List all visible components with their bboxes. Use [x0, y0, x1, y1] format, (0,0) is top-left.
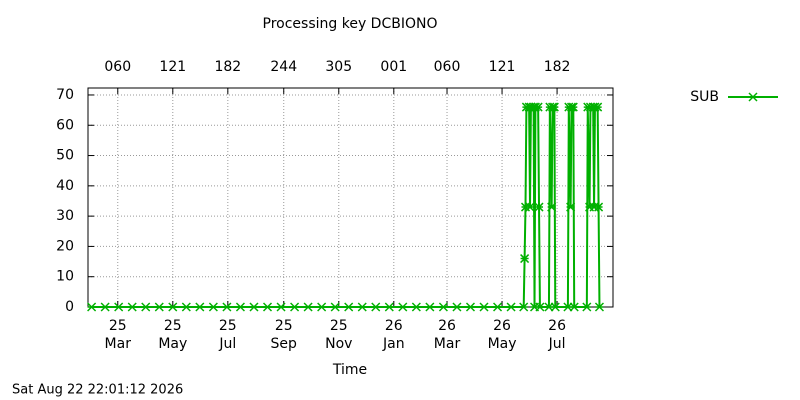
x-tick-label: 26 May — [488, 318, 517, 352]
marker — [549, 102, 559, 112]
marker — [525, 202, 535, 212]
legend-label: SUB — [690, 89, 719, 105]
marker — [100, 302, 110, 312]
marker — [425, 302, 435, 312]
marker — [479, 302, 489, 312]
marker — [344, 302, 354, 312]
marker — [208, 302, 218, 312]
x-tick-label: 25 May — [158, 318, 187, 352]
marker — [535, 302, 545, 312]
marker — [141, 302, 151, 312]
y-tick-label: 30 — [56, 208, 74, 224]
timestamp: Sat Aug 22 22:01:12 2026 — [12, 383, 183, 398]
marker — [87, 302, 97, 312]
x2-tick-label: 060 — [434, 59, 461, 75]
legend-marker — [748, 92, 758, 102]
marker — [168, 302, 178, 312]
marker — [276, 302, 286, 312]
x2-tick-label: 121 — [489, 59, 516, 75]
y-tick-label: 20 — [56, 238, 74, 254]
marker — [582, 302, 592, 312]
marker — [411, 302, 421, 312]
y-tick-label: 10 — [56, 269, 74, 285]
marker — [594, 202, 604, 212]
marker — [317, 302, 327, 312]
marker — [520, 254, 530, 264]
marker — [568, 102, 578, 112]
marker — [534, 202, 544, 212]
marker — [398, 302, 408, 312]
x-tick-label: 26 Mar — [434, 318, 461, 352]
x-axis-label: Time — [332, 362, 367, 378]
marker — [465, 302, 476, 312]
y-tick-label: 60 — [56, 117, 74, 133]
marker — [438, 302, 448, 312]
y-tick-label: 0 — [65, 299, 74, 315]
marker — [249, 302, 259, 312]
marker — [262, 302, 273, 312]
x-tick-label: 26 Jul — [548, 318, 566, 352]
marker — [154, 302, 164, 312]
marker — [384, 302, 394, 312]
x2-tick-label: 121 — [159, 59, 186, 75]
marker — [533, 102, 543, 112]
chart-title: Processing key DCBIONO — [263, 16, 438, 32]
marker — [593, 102, 603, 112]
marker — [493, 302, 503, 312]
y-tick-label: 70 — [56, 87, 74, 103]
x2-tick-label: 060 — [104, 59, 131, 75]
marker — [371, 302, 381, 312]
marker — [195, 302, 205, 312]
marker — [506, 302, 516, 312]
marker — [519, 302, 529, 312]
marker — [235, 302, 245, 312]
marker — [330, 302, 340, 312]
y-tick-label: 50 — [56, 148, 74, 164]
marker — [569, 302, 579, 312]
x2-tick-label: 182 — [544, 59, 571, 75]
x-tick-label: 25 Sep — [271, 318, 298, 352]
marker — [303, 302, 313, 312]
x-tick-label: 25 Mar — [105, 318, 132, 352]
x2-tick-label: 244 — [270, 59, 297, 75]
y-tick-label: 40 — [56, 178, 74, 194]
x2-tick-label: 001 — [380, 59, 407, 75]
marker — [547, 202, 557, 212]
marker — [550, 302, 560, 312]
marker — [357, 302, 367, 312]
marker — [290, 302, 300, 312]
marker — [181, 302, 191, 312]
x-tick-label: 25 Jul — [218, 318, 236, 352]
x-tick-label: 25 Nov — [325, 318, 352, 352]
x2-tick-label: 305 — [325, 59, 352, 75]
marker — [127, 302, 137, 312]
marker — [452, 302, 462, 312]
x2-tick-label: 182 — [214, 59, 241, 75]
x-tick-label: 26 Jan — [382, 318, 405, 352]
marker — [114, 302, 124, 312]
marker — [566, 202, 576, 212]
marker — [594, 302, 604, 312]
marker — [222, 302, 232, 312]
